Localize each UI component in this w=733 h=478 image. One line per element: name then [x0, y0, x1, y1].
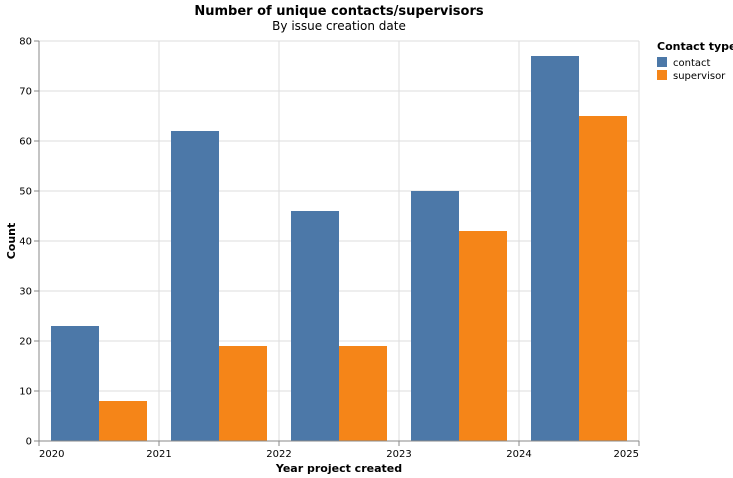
y-tick-label: 40 [19, 237, 32, 248]
y-tick-label: 10 [19, 387, 32, 398]
legend-title: Contact type [657, 40, 733, 53]
y-tick-label: 0 [26, 437, 32, 448]
legend-items: contact supervisor [657, 57, 726, 82]
bar-contact-2023 [411, 191, 459, 441]
bar-contact-2024 [531, 56, 579, 441]
y-tick-label: 60 [19, 137, 32, 148]
y-tick-label: 80 [19, 37, 32, 48]
bar-contact-2022 [291, 211, 339, 441]
chart-title: Number of unique contacts/supervisors [194, 4, 484, 19]
x-tick-label: 2025 [614, 449, 639, 460]
y-tick-label: 30 [19, 287, 32, 298]
legend-swatch-supervisor [657, 70, 667, 80]
bar-supervisor-2024 [579, 116, 627, 441]
y-tick-label: 70 [19, 87, 32, 98]
y-tick-label: 20 [19, 337, 32, 348]
x-tick-label: 2022 [266, 449, 291, 460]
bars [51, 56, 627, 441]
bar-supervisor-2022 [339, 346, 387, 441]
x-tick-label: 2021 [146, 449, 171, 460]
legend: Contact type contact supervisor [657, 40, 733, 82]
y-tick-label: 50 [19, 187, 32, 198]
bar-supervisor-2021 [219, 346, 267, 441]
y-axis-title: Count [5, 223, 18, 260]
chart-subtitle: By issue creation date [272, 19, 406, 33]
legend-label-contact: contact [673, 58, 711, 69]
bar-contact-2020 [51, 326, 99, 441]
bar-supervisor-2023 [459, 231, 507, 441]
legend-label-supervisor: supervisor [673, 71, 726, 82]
x-axis-title: Year project created [275, 462, 402, 475]
legend-swatch-contact [657, 57, 667, 67]
bar-supervisor-2020 [99, 401, 147, 441]
axes: 0 10 20 30 40 50 60 70 80 2020 2021 2022 2023 2024 202… [19, 37, 640, 460]
x-tick-label: 2024 [506, 449, 531, 460]
bar-contact-2021 [171, 131, 219, 441]
x-tick-label: 2020 [39, 449, 64, 460]
x-tick-label: 2023 [386, 449, 411, 460]
